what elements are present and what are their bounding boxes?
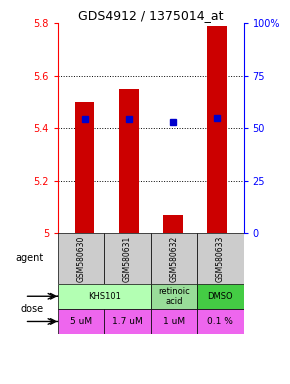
Title: GDS4912 / 1375014_at: GDS4912 / 1375014_at	[78, 9, 224, 22]
Bar	[58, 233, 104, 284]
Text: 0.1 %: 0.1 %	[207, 317, 233, 326]
Text: 1.7 uM: 1.7 uM	[112, 317, 143, 326]
Text: dose: dose	[20, 304, 43, 314]
Bar	[58, 309, 104, 334]
Bar	[151, 309, 197, 334]
Bar	[119, 89, 139, 233]
Bar	[197, 284, 244, 309]
Text: agent: agent	[15, 253, 43, 263]
Text: DMSO: DMSO	[208, 292, 233, 301]
Text: GSM580633: GSM580633	[216, 235, 225, 281]
Bar	[58, 284, 151, 309]
Bar	[104, 233, 151, 284]
Bar	[104, 309, 151, 334]
Bar	[163, 215, 183, 233]
Bar	[207, 26, 227, 233]
Bar	[75, 102, 95, 233]
Text: 1 uM: 1 uM	[163, 317, 185, 326]
Bar	[197, 233, 244, 284]
Text: KHS101: KHS101	[88, 292, 121, 301]
Text: GSM580630: GSM580630	[77, 235, 86, 281]
Text: GSM580632: GSM580632	[169, 235, 179, 281]
Bar	[151, 284, 197, 309]
Text: 5 uM: 5 uM	[70, 317, 92, 326]
Bar	[151, 233, 197, 284]
Bar	[197, 309, 244, 334]
Text: GSM580631: GSM580631	[123, 235, 132, 281]
Text: retinoic
acid: retinoic acid	[158, 286, 190, 306]
